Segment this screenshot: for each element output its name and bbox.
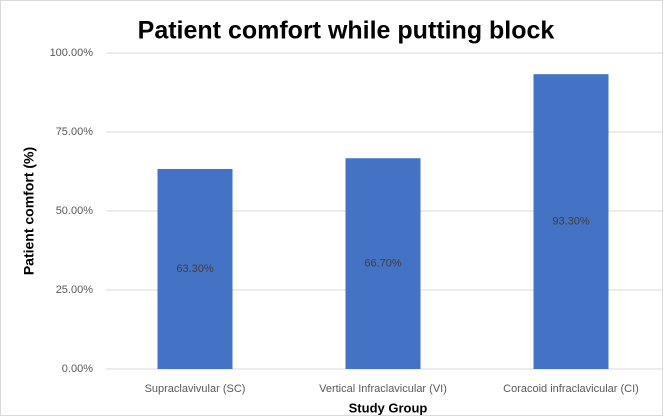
y-tick-label: 0.00%: [62, 363, 93, 375]
x-tick-label: Supraclavivular (SC): [145, 383, 246, 395]
chart-title: Patient comfort while putting block: [138, 17, 555, 45]
y-tick-label: 50.00%: [56, 205, 94, 217]
x-axis-label: Study Group: [349, 400, 428, 415]
bar: [345, 158, 421, 369]
y-axis-label: Patient comfort (%): [21, 147, 37, 275]
data-label: 93.30%: [552, 215, 590, 227]
x-tick-label: Vertical Infraclavicular (VI): [319, 383, 447, 395]
y-tick-label: 75.00%: [56, 126, 94, 138]
y-tick-label: 25.00%: [56, 284, 94, 296]
data-label: 63.30%: [176, 263, 214, 275]
bar: [157, 168, 233, 369]
y-tick-label: 100.00%: [50, 47, 94, 59]
bar: [533, 74, 609, 369]
data-label: 66.70%: [364, 258, 402, 270]
x-tick-label: Coracoid infraclavicular (CI): [503, 383, 639, 395]
